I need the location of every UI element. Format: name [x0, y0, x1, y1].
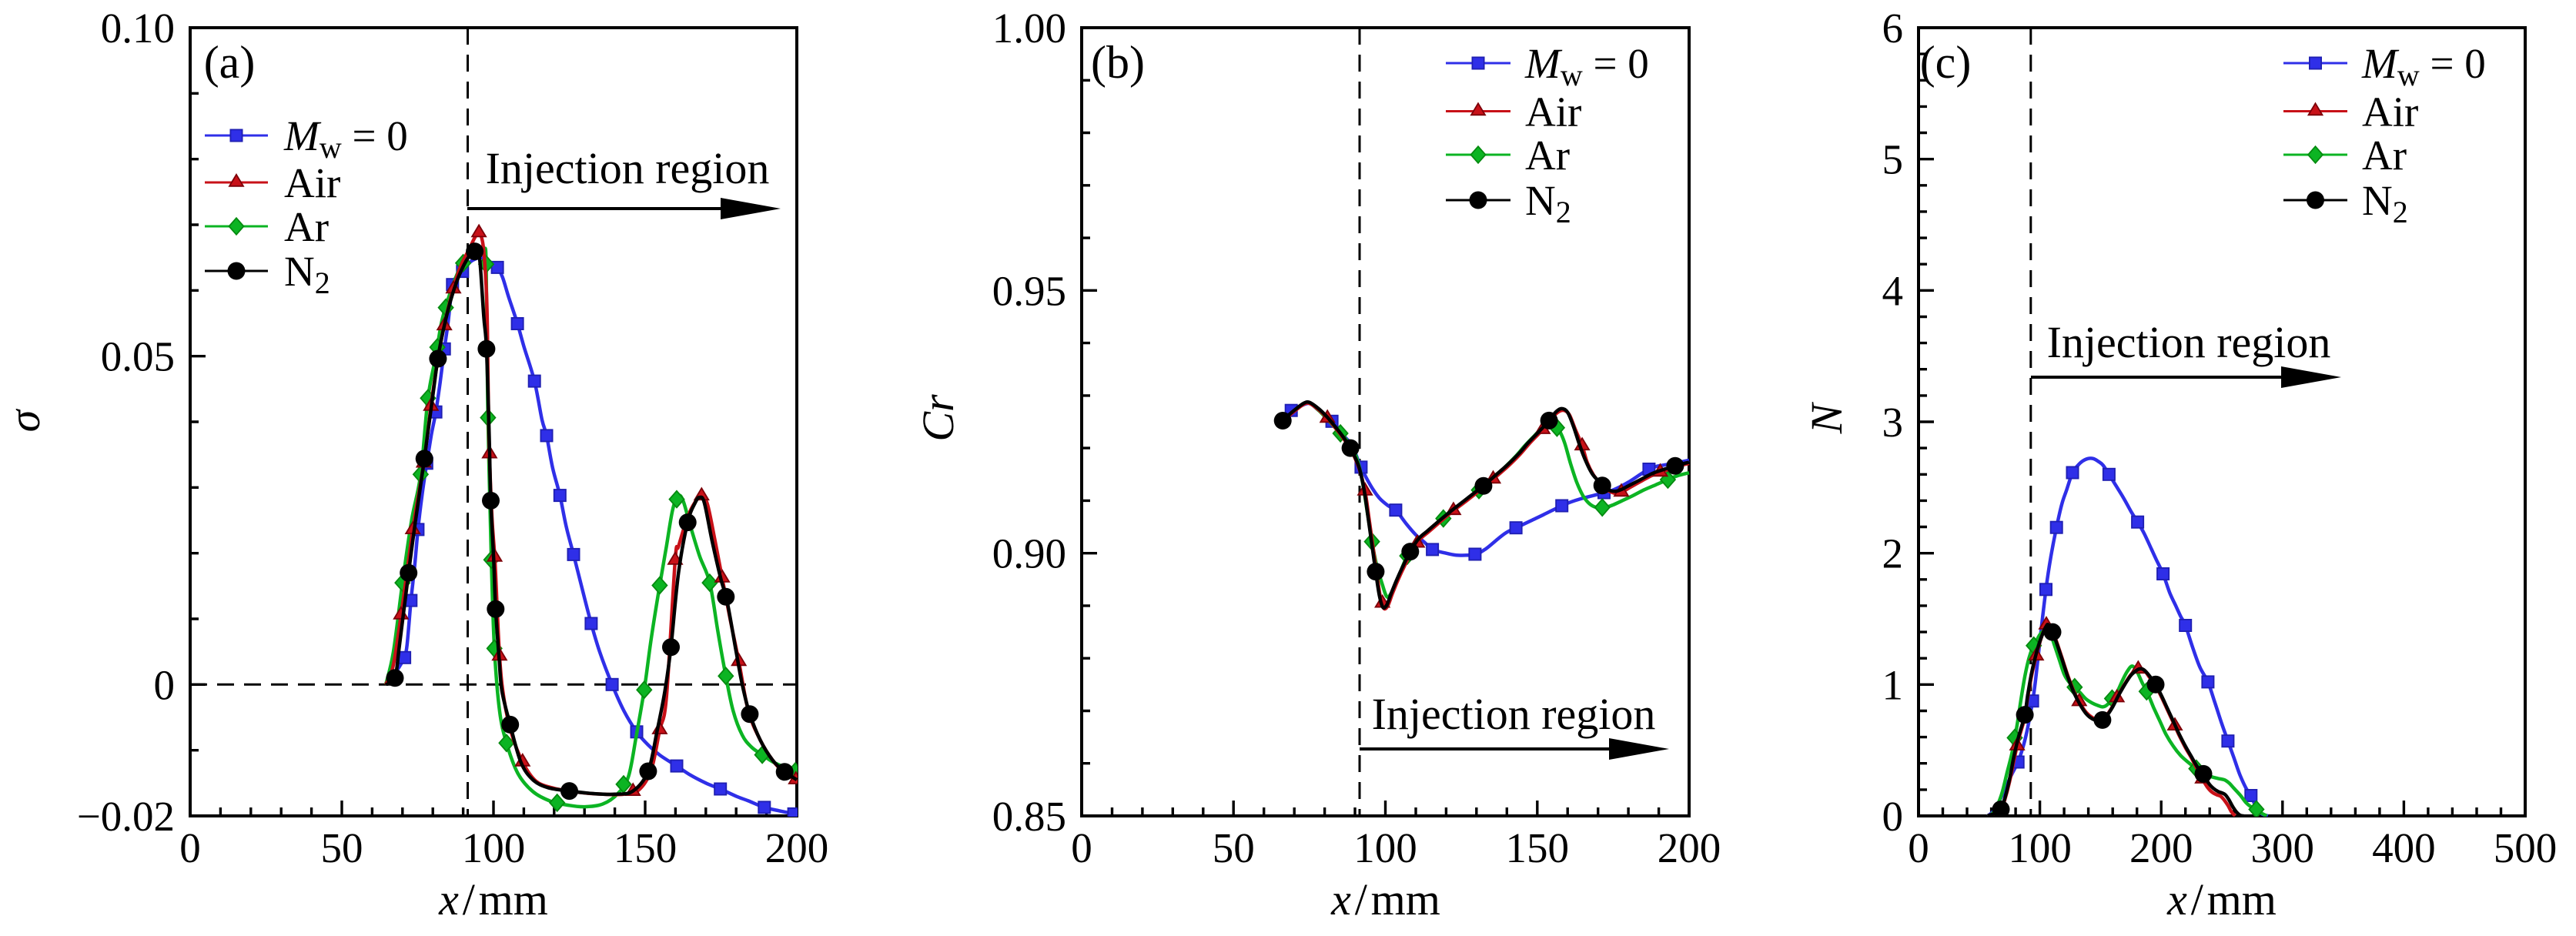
svg-text:200: 200: [765, 824, 829, 871]
svg-text:100: 100: [2008, 824, 2072, 871]
svg-text:Cr: Cr: [913, 394, 963, 442]
svg-text:Ar: Ar: [2362, 132, 2407, 179]
svg-text:x / mm: x / mm: [2166, 874, 2277, 924]
svg-text:0: 0: [1071, 824, 1092, 871]
svg-text:(a): (a): [204, 37, 256, 88]
svg-text:200: 200: [1658, 824, 1721, 871]
svg-text:0.85: 0.85: [992, 793, 1066, 840]
svg-text:N2: N2: [2362, 177, 2408, 229]
svg-text:Injection region: Injection region: [486, 143, 770, 193]
svg-text:5: 5: [1882, 136, 1904, 183]
svg-text:(b): (b): [1091, 37, 1145, 88]
svg-text:0: 0: [1908, 824, 1929, 871]
svg-text:0.05: 0.05: [101, 333, 175, 380]
svg-text:σ: σ: [0, 408, 49, 432]
svg-text:0: 0: [179, 824, 201, 871]
svg-text:6: 6: [1882, 5, 1904, 52]
svg-text:500: 500: [2494, 824, 2558, 871]
svg-text:1: 1: [1882, 661, 1904, 708]
svg-text:100: 100: [1353, 824, 1417, 871]
svg-text:400: 400: [2372, 824, 2436, 871]
svg-text:Air: Air: [1525, 89, 1581, 135]
svg-text:(c): (c): [1920, 37, 1972, 88]
svg-text:3: 3: [1882, 399, 1904, 446]
svg-text:300: 300: [2251, 824, 2315, 871]
svg-text:0: 0: [1882, 793, 1904, 840]
svg-text:Air: Air: [284, 159, 340, 206]
svg-text:2: 2: [1882, 530, 1904, 577]
svg-text:Mw = 0: Mw = 0: [2361, 40, 2486, 92]
svg-text:N: N: [1802, 401, 1852, 434]
svg-text:Ar: Ar: [284, 203, 329, 250]
svg-text:Mw = 0: Mw = 0: [283, 112, 408, 165]
svg-text:50: 50: [1213, 824, 1255, 871]
svg-text:4: 4: [1882, 267, 1904, 314]
svg-text:Injection region: Injection region: [1372, 689, 1656, 739]
svg-text:100: 100: [462, 824, 526, 871]
svg-text:150: 150: [614, 824, 677, 871]
svg-text:0.90: 0.90: [992, 530, 1066, 577]
svg-text:0.10: 0.10: [101, 5, 175, 52]
svg-text:0: 0: [154, 661, 176, 708]
svg-text:0.95: 0.95: [992, 267, 1066, 314]
svg-text:x / mm: x / mm: [1330, 874, 1440, 924]
svg-text:Air: Air: [2362, 89, 2418, 135]
svg-text:50: 50: [321, 824, 363, 871]
svg-text:x / mm: x / mm: [438, 874, 548, 924]
svg-text:Ar: Ar: [1525, 132, 1570, 179]
svg-text:200: 200: [2129, 824, 2193, 871]
svg-text:−0.02: −0.02: [77, 793, 175, 840]
svg-text:Injection region: Injection region: [2047, 317, 2331, 367]
svg-text:Mw = 0: Mw = 0: [1524, 40, 1649, 92]
svg-text:1.00: 1.00: [992, 5, 1066, 52]
svg-text:150: 150: [1506, 824, 1570, 871]
